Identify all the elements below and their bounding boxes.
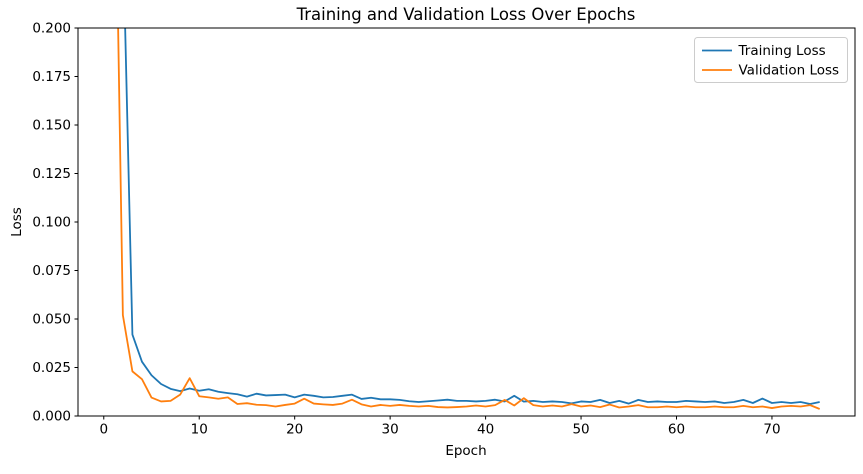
y-axis-label: Loss	[9, 207, 25, 237]
validation-loss-line	[117, 28, 821, 410]
y-tick-label: 0.150	[32, 118, 71, 134]
plot-border	[77, 27, 856, 417]
y-tick-label: 0.025	[32, 360, 71, 376]
legend-label-validation-loss: Validation Loss	[739, 63, 840, 79]
y-tick-label: 0.075	[32, 263, 71, 279]
legend-box	[694, 37, 848, 83]
x-axis-label: Epoch	[445, 443, 486, 459]
legend-label-training-loss: Training Loss	[738, 43, 826, 59]
training-loss-line	[124, 28, 820, 405]
series-lines	[117, 28, 821, 410]
y-tick-label: 0.100	[32, 215, 71, 231]
x-tick-label: 50	[572, 422, 589, 438]
x-tick-label: 70	[763, 422, 780, 438]
y-tick-label: 0.200	[32, 21, 71, 37]
x-tick-label: 20	[286, 422, 303, 438]
y-tick-label: 0.050	[32, 312, 71, 328]
y-tick-label: 0.125	[32, 166, 71, 182]
y-tick-label: 0.175	[32, 69, 71, 85]
y-tick-label: 0.000	[32, 409, 71, 425]
x-tick-label: 40	[477, 422, 494, 438]
x-tick-label: 0	[99, 422, 108, 438]
x-tick-label: 10	[191, 422, 208, 438]
x-tick-label: 60	[668, 422, 685, 438]
legend: Training Loss Validation Loss	[694, 37, 848, 83]
x-tick-label: 30	[382, 422, 399, 438]
chart-title: Training and Validation Loss Over Epochs	[296, 5, 636, 24]
axis-ticks: 0 10 20 30 40 50 60 70 0.000 0.025 0.050 0.075 0.100…	[32, 21, 780, 438]
